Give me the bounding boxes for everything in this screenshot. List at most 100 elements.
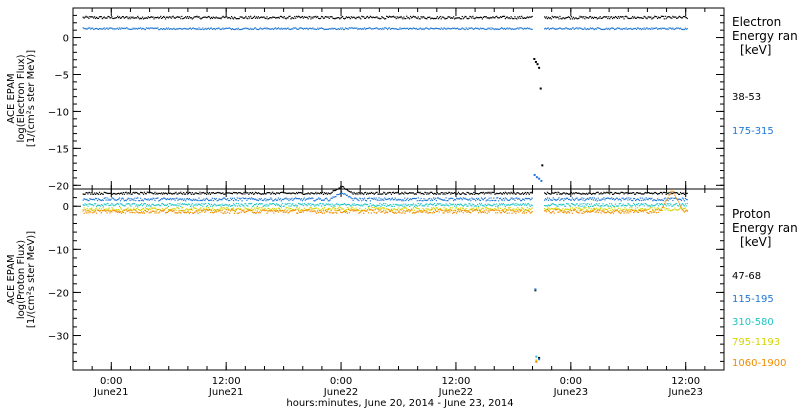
data-point	[419, 18, 421, 20]
data-point	[631, 199, 633, 202]
data-point	[140, 191, 143, 194]
data-point	[558, 211, 560, 213]
data-point	[494, 209, 496, 211]
data-point	[161, 210, 163, 212]
data-point	[479, 204, 482, 206]
data-point	[132, 198, 134, 200]
data-point	[493, 209, 495, 212]
data-point	[383, 191, 385, 193]
data-point	[521, 15, 523, 17]
data-point	[185, 191, 188, 193]
data-point	[196, 211, 198, 213]
data-point	[469, 193, 471, 195]
data-point	[171, 193, 173, 195]
data-point	[158, 192, 160, 194]
data-point	[275, 203, 278, 205]
data-point	[650, 192, 652, 195]
data-point	[195, 199, 197, 201]
data-point	[441, 192, 443, 194]
data-point	[560, 17, 562, 20]
data-point	[321, 16, 324, 18]
data-point	[162, 202, 164, 205]
data-point	[430, 200, 432, 202]
data-point	[185, 209, 187, 211]
data-point	[117, 15, 119, 17]
data-point	[375, 212, 377, 214]
data-point	[325, 16, 327, 18]
data-point	[534, 288, 537, 291]
data-point	[672, 15, 674, 17]
data-point	[296, 191, 298, 194]
data-point	[647, 199, 649, 201]
data-point	[409, 205, 411, 208]
data-point	[314, 192, 316, 195]
data-point	[234, 192, 236, 194]
data-point	[506, 193, 508, 195]
data-point	[275, 27, 277, 29]
data-point	[337, 193, 339, 196]
data-point	[635, 203, 638, 205]
data-point	[219, 208, 221, 210]
data-point	[113, 198, 115, 200]
data-point	[124, 212, 126, 214]
data-point	[617, 205, 619, 207]
data-point	[619, 198, 621, 201]
data-point	[522, 28, 525, 30]
data-point	[650, 16, 652, 18]
data-point	[414, 16, 416, 18]
data-point	[512, 18, 514, 20]
data-point	[629, 199, 631, 201]
data-point	[328, 204, 330, 206]
data-point	[229, 204, 231, 206]
data-point	[379, 18, 381, 20]
data-point	[188, 27, 191, 30]
data-point	[516, 210, 518, 213]
data-point	[437, 197, 439, 199]
data-point	[646, 192, 648, 194]
data-point	[515, 212, 517, 214]
data-point	[644, 199, 646, 201]
data-point	[245, 15, 247, 18]
data-point	[508, 207, 510, 209]
data-point	[447, 210, 449, 212]
data-point	[670, 197, 672, 199]
data-point	[297, 191, 300, 194]
data-point	[391, 16, 393, 18]
data-point	[214, 204, 216, 206]
data-point	[371, 28, 373, 30]
data-point	[554, 209, 556, 211]
data-point	[568, 28, 571, 30]
data-point	[163, 16, 166, 18]
data-point	[586, 17, 588, 19]
data-point	[170, 28, 172, 30]
data-point	[433, 17, 436, 20]
data-point	[121, 197, 124, 199]
data-point	[467, 191, 469, 194]
data-point	[158, 212, 160, 214]
data-point	[317, 192, 319, 194]
data-point	[210, 199, 213, 201]
data-point	[427, 199, 429, 201]
data-point	[228, 199, 230, 202]
data-point	[605, 212, 607, 214]
data-point	[435, 199, 438, 202]
data-point	[375, 205, 377, 207]
data-point	[370, 191, 372, 194]
data-point	[531, 28, 533, 30]
data-point	[559, 204, 561, 206]
data-point	[223, 193, 225, 195]
data-point	[349, 205, 351, 207]
data-point	[180, 210, 182, 212]
data-point	[173, 208, 175, 210]
data-point	[419, 204, 421, 206]
data-point	[345, 188, 348, 190]
data-point	[237, 203, 239, 205]
data-point	[238, 197, 240, 199]
data-point	[560, 198, 562, 200]
data-point	[188, 212, 191, 214]
data-point	[619, 202, 621, 205]
data-point	[235, 209, 237, 211]
data-point	[151, 203, 153, 205]
data-point	[430, 209, 432, 211]
data-point	[186, 210, 189, 213]
